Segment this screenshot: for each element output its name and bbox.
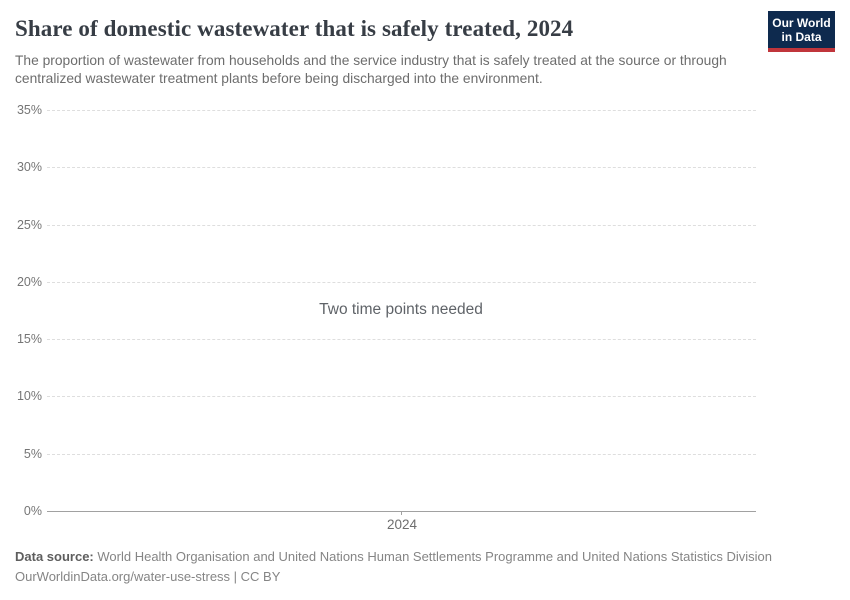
y-axis-tick-label: 25%	[16, 217, 42, 232]
license-link[interactable]: OurWorldinData.org/water-use-stress | CC…	[15, 569, 281, 584]
y-axis-tick-label: 30%	[16, 160, 42, 175]
y-axis-tick-label: 20%	[16, 274, 42, 289]
chart-subtitle: The proportion of wastewater from househ…	[15, 53, 727, 86]
data-source-line: Data source: World Health Organisation a…	[15, 547, 772, 567]
chart-footer: Data source: World Health Organisation a…	[15, 547, 772, 587]
y-gridline	[47, 453, 756, 455]
y-gridline	[47, 110, 756, 111]
x-axis-tick-label: 2024	[386, 517, 418, 532]
y-axis-tick-label: 5%	[23, 446, 42, 461]
owid-logo-line1: Our World	[772, 16, 831, 30]
y-gridline	[47, 339, 756, 341]
y-axis-tick-label: 0%	[23, 504, 42, 518]
y-axis-tick-label: 35%	[16, 103, 42, 117]
no-data-message: Two time points needed	[319, 301, 483, 318]
owid-logo-line2: in Data	[781, 30, 822, 44]
y-gridline	[47, 396, 756, 398]
x-axis-tick	[401, 511, 402, 515]
y-axis-tick-label: 10%	[16, 389, 42, 404]
y-gridline	[47, 167, 756, 169]
y-axis-tick-label: 15%	[16, 332, 42, 347]
x-axis-baseline	[47, 511, 756, 512]
y-gridline	[47, 281, 756, 283]
data-source-label: Data source:	[15, 549, 94, 564]
data-source-text: World Health Organisation and United Nat…	[97, 549, 773, 564]
y-gridline	[47, 224, 756, 226]
owid-logo[interactable]: Our World in Data	[768, 11, 835, 52]
page-title: Share of domestic wastewater that is saf…	[15, 16, 574, 41]
